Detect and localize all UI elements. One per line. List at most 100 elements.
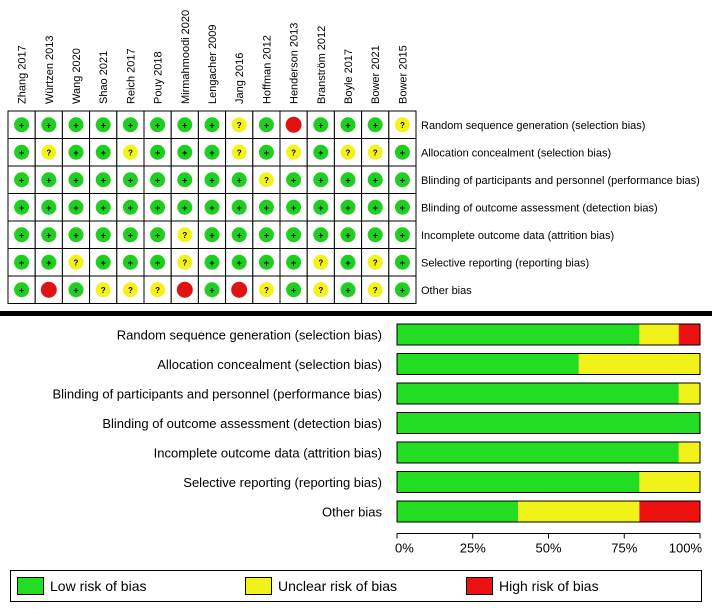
- unclear-risk-symbol: ?: [128, 148, 133, 157]
- category-label: Incomplete outcome data (attrition bias): [154, 446, 382, 461]
- study-label: Branström 2012: [316, 26, 328, 104]
- low-risk-symbol: +: [373, 230, 378, 240]
- low-risk-symbol: +: [345, 203, 350, 213]
- low-risk-symbol: +: [237, 258, 242, 268]
- low-risk-dot: [177, 117, 193, 133]
- low-risk-dot: [313, 117, 329, 133]
- low-risk-symbol: +: [19, 230, 24, 240]
- category-label: Random sequence generation (selection bi…: [117, 328, 382, 343]
- low-risk-dot: [122, 254, 138, 270]
- risk-of-bias-graph-panel: Random sequence generation (selection bi…: [0, 316, 712, 614]
- unclear-risk-symbol: ?: [291, 148, 296, 157]
- risk-of-bias-summary-panel: + + + + + + + +? + + + +? +? + +? + + +? +? +?? + + + + + + + + + +? +…: [7, 10, 700, 304]
- low-risk-symbol: +: [291, 285, 296, 295]
- low-risk-dot: [340, 227, 356, 243]
- unclear-risk-dot: [122, 144, 138, 160]
- low-risk-symbol: +: [73, 175, 78, 185]
- low-risk-symbol: +: [128, 175, 133, 185]
- low-risk-symbol: +: [264, 148, 269, 158]
- low-risk-dot: [41, 254, 57, 270]
- low-risk-dot: [394, 144, 410, 160]
- low-risk-dot: [68, 199, 84, 215]
- low-risk-dot: [150, 117, 166, 133]
- low-risk-symbol: +: [209, 203, 214, 213]
- x-tick-label: 100%: [669, 541, 703, 556]
- low-risk-symbol: +: [373, 175, 378, 185]
- low-risk-dot: [68, 172, 84, 188]
- low-risk-dot: [258, 254, 274, 270]
- low-risk-dot: [14, 282, 30, 298]
- low-risk-symbol: +: [46, 203, 51, 213]
- low-risk-symbol: +: [400, 175, 405, 185]
- low-risk-dot: [41, 117, 57, 133]
- unclear-risk-symbol: ?: [373, 148, 378, 157]
- low-risk-symbol: +: [101, 175, 106, 185]
- risk-of-bias-summary-grid: + + + + + + + +? + + + + ? +? + +? + + +? +? +?? + + + + + + + + + +? +…: [7, 10, 700, 304]
- unclear-risk-dot: [177, 254, 193, 270]
- bar-outline: [396, 500, 701, 523]
- low-risk-dot: [150, 172, 166, 188]
- domain-label: Selective reporting (reporting bias): [421, 257, 589, 269]
- low-risk-dot: [150, 144, 166, 160]
- unclear-risk-symbol: ?: [46, 148, 51, 157]
- low-risk-symbol: +: [264, 120, 269, 130]
- legend-item-unclear: Unclear risk of bias: [245, 576, 397, 596]
- low-risk-dot: [14, 227, 30, 243]
- low-risk-symbol: +: [46, 258, 51, 268]
- low-risk-dot: [313, 227, 329, 243]
- bar-segment-low: [397, 383, 679, 404]
- unclear-risk-symbol: ?: [318, 258, 323, 267]
- bar-segment-unclear: [639, 324, 679, 345]
- domain-label: Allocation concealment (selection bias): [421, 147, 611, 159]
- low-risk-dot: [204, 172, 220, 188]
- bar-outline: [396, 353, 701, 375]
- low-risk-symbol: +: [19, 285, 24, 295]
- low-risk-symbol: +: [182, 120, 187, 130]
- unclear-risk-dot: [286, 144, 302, 160]
- panel-divider: [0, 311, 712, 316]
- unclear-risk-dot: [258, 172, 274, 188]
- low-risk-symbol: +: [373, 120, 378, 130]
- low-risk-dot: [340, 254, 356, 270]
- low-risk-dot: [204, 254, 220, 270]
- bar-segment-high: [639, 501, 700, 522]
- low-risk-dot: [394, 172, 410, 188]
- unclear-risk-dot: [340, 144, 356, 160]
- low-risk-dot: [340, 172, 356, 188]
- study-label: Bower 2015: [397, 45, 409, 104]
- low-risk-dot: [394, 227, 410, 243]
- low-risk-symbol: +: [101, 230, 106, 240]
- x-tick-label: 25%: [460, 541, 486, 556]
- low-risk-symbol: +: [237, 175, 242, 185]
- unclear-risk-symbol: ?: [264, 286, 269, 295]
- high-risk-dot: [231, 281, 248, 298]
- unclear-risk-symbol: ?: [400, 121, 405, 130]
- unclear-risk-dot: [41, 144, 57, 160]
- low-risk-dot: [231, 172, 247, 188]
- legend-label-unclear: Unclear risk of bias: [278, 578, 398, 594]
- low-risk-dot: [68, 117, 84, 133]
- low-risk-symbol: +: [73, 285, 78, 295]
- grid-cell: [388, 193, 417, 222]
- low-risk-dot: [367, 199, 383, 215]
- low-risk-symbol: +: [182, 175, 187, 185]
- low-risk-symbol: +: [182, 148, 187, 158]
- risk-of-bias-graph-chart: Random sequence generation (selection bi…: [52, 323, 703, 556]
- low-risk-symbol: +: [318, 148, 323, 158]
- low-risk-dot: [95, 117, 111, 133]
- low-risk-dot: [367, 117, 383, 133]
- domain-label: Incomplete outcome data (attrition bias): [421, 230, 614, 242]
- legend-swatch-high: [466, 577, 493, 595]
- low-risk-symbol: +: [400, 258, 405, 268]
- unclear-risk-dot: [68, 254, 84, 270]
- low-risk-dot: [14, 199, 30, 215]
- low-risk-dot: [258, 117, 274, 133]
- low-risk-dot: [313, 172, 329, 188]
- category-label: Other bias: [322, 505, 382, 520]
- low-risk-dot: [204, 227, 220, 243]
- low-risk-symbol: +: [291, 203, 296, 213]
- low-risk-symbol: +: [237, 230, 242, 240]
- low-risk-dot: [68, 144, 84, 160]
- bar-outline: [396, 382, 701, 405]
- low-risk-symbol: +: [73, 230, 78, 240]
